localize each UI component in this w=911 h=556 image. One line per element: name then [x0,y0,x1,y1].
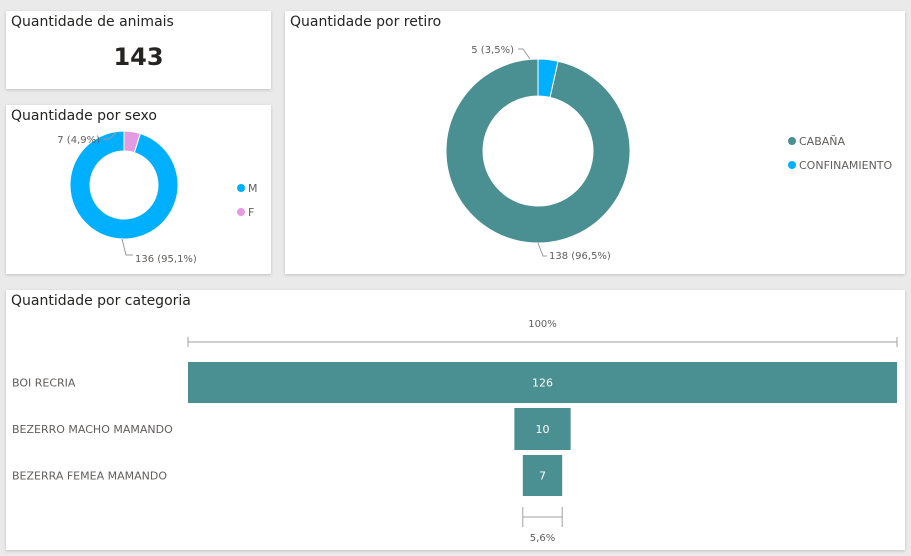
funnel-category-label-bezerro-macho-mamando: BEZERRO MACHO MAMANDO [12,423,173,436]
sex-donut-leader-line [103,131,118,140]
retiro-donut-legend-marker [788,137,796,145]
funnel-value-label-bezerra-femea-mamando: 7 [539,470,546,483]
kpi-card-total-animals[interactable]: Quantidade de animais 143 [6,11,271,89]
retiro-donut-data-label-cabana: 138 (96,5%) [549,251,611,262]
sex-donut-legend-label: M [248,182,258,195]
sex-donut-legend-item-f[interactable]: F [237,206,254,219]
funnel-category-label-bezerra-femea-mamando: BEZERRA FEMEA MAMANDO [12,470,167,483]
sex-donut-legend-marker [237,184,245,192]
retiro-donut-chart[interactable]: 138 (96,5%) 5 (3,5%) CABAÑA CONFINAMIENTO [285,11,905,274]
category-funnel-card[interactable]: Quantidade por categoria 100% 126 BOI RECR… [6,290,905,550]
sex-chart-title: Quantidade por sexo [11,108,157,124]
retiro-donut-card[interactable]: Quantidade por retiro 138 (96,5%) 5 (3,5%… [285,11,905,274]
retiro-donut-legend-item-cabana[interactable]: CABAÑA [788,135,846,148]
kpi-value: 143 [113,43,164,71]
funnel-value-label-boi-recria: 126 [532,377,553,390]
retiro-donut-slice-confinamiento[interactable] [537,58,559,98]
retiro-donut-legend-marker [788,161,796,169]
sex-donut-data-label-m: 136 (95,1%) [135,254,197,265]
sex-donut-legend-marker [237,208,245,216]
sex-donut-leader-line [121,238,133,256]
sex-donut-slice-f[interactable] [123,130,141,154]
funnel-top-percent-label: 100% [528,319,557,330]
retiro-donut-legend-label: CABAÑA [799,135,846,148]
funnel-bar-boi-recria[interactable] [188,362,897,403]
sex-donut-legend-label: F [248,206,254,219]
retiro-chart-title: Quantidade por retiro [290,14,442,30]
retiro-donut-leader-line [518,48,531,60]
funnel-category-label-boi-recria: BOI RECRIA [12,377,76,390]
retiro-donut-legend-item-confinamiento[interactable]: CONFINAMIENTO [788,159,893,172]
retiro-donut-legend-label: CONFINAMIENTO [799,159,893,172]
funnel-value-label-bezerro-macho-mamando: 10 [536,423,550,436]
category-chart-title: Quantidade por categoria [11,293,191,309]
funnel-bar-bezerra-femea-mamando[interactable] [522,455,563,496]
funnel-bottom-bracket [522,507,563,527]
sex-donut-card[interactable]: Quantidade por sexo 136 (95,1%) 7 (4,9%) M… [6,105,271,274]
retiro-donut-leader-line [537,242,547,257]
sex-donut-chart[interactable]: 136 (95,1%) 7 (4,9%) MF [6,105,271,274]
funnel-bar-bezerro-macho-mamando[interactable] [514,408,571,450]
funnel-top-bracket [187,337,898,347]
sex-donut-data-label-f: 7 (4,9%) [57,135,100,146]
category-funnel-chart[interactable]: 100% 126 BOI RECRIA 10 BEZERRO MACHO MAMANDO… [6,290,905,550]
sex-donut-slice-m[interactable] [69,130,179,240]
funnel-bottom-percent-label: 5,6% [530,533,555,544]
retiro-donut-data-label-confinamiento: 5 (3,5%) [471,45,514,56]
kpi-card-title: Quantidade de animais [11,14,174,30]
retiro-donut-slice-cabana[interactable] [445,58,631,244]
sex-donut-legend-item-m[interactable]: M [237,182,258,195]
